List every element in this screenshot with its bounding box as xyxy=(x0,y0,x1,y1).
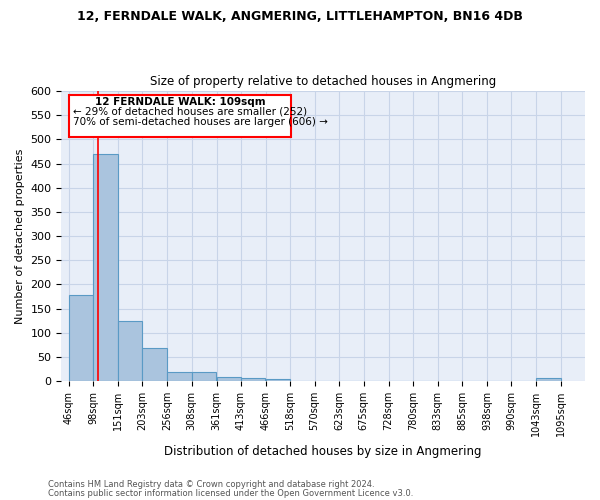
Text: Contains public sector information licensed under the Open Government Licence v3: Contains public sector information licen… xyxy=(48,488,413,498)
FancyBboxPatch shape xyxy=(69,95,291,137)
Text: ← 29% of detached houses are smaller (252): ← 29% of detached houses are smaller (25… xyxy=(73,107,307,117)
Bar xyxy=(69,295,93,381)
Title: Size of property relative to detached houses in Angmering: Size of property relative to detached ho… xyxy=(150,76,496,88)
Bar xyxy=(93,154,118,381)
Bar xyxy=(118,320,142,381)
Text: 12, FERNDALE WALK, ANGMERING, LITTLEHAMPTON, BN16 4DB: 12, FERNDALE WALK, ANGMERING, LITTLEHAMP… xyxy=(77,10,523,23)
Bar xyxy=(192,372,216,381)
Bar xyxy=(536,378,560,381)
Bar xyxy=(142,348,167,381)
Bar xyxy=(266,378,290,381)
Bar xyxy=(217,376,241,381)
Text: Contains HM Land Registry data © Crown copyright and database right 2024.: Contains HM Land Registry data © Crown c… xyxy=(48,480,374,489)
Bar xyxy=(167,372,192,381)
Bar xyxy=(241,378,265,381)
X-axis label: Distribution of detached houses by size in Angmering: Distribution of detached houses by size … xyxy=(164,444,482,458)
Text: 70% of semi-detached houses are larger (606) →: 70% of semi-detached houses are larger (… xyxy=(73,116,328,126)
Y-axis label: Number of detached properties: Number of detached properties xyxy=(15,148,25,324)
Text: 12 FERNDALE WALK: 109sqm: 12 FERNDALE WALK: 109sqm xyxy=(95,96,265,106)
